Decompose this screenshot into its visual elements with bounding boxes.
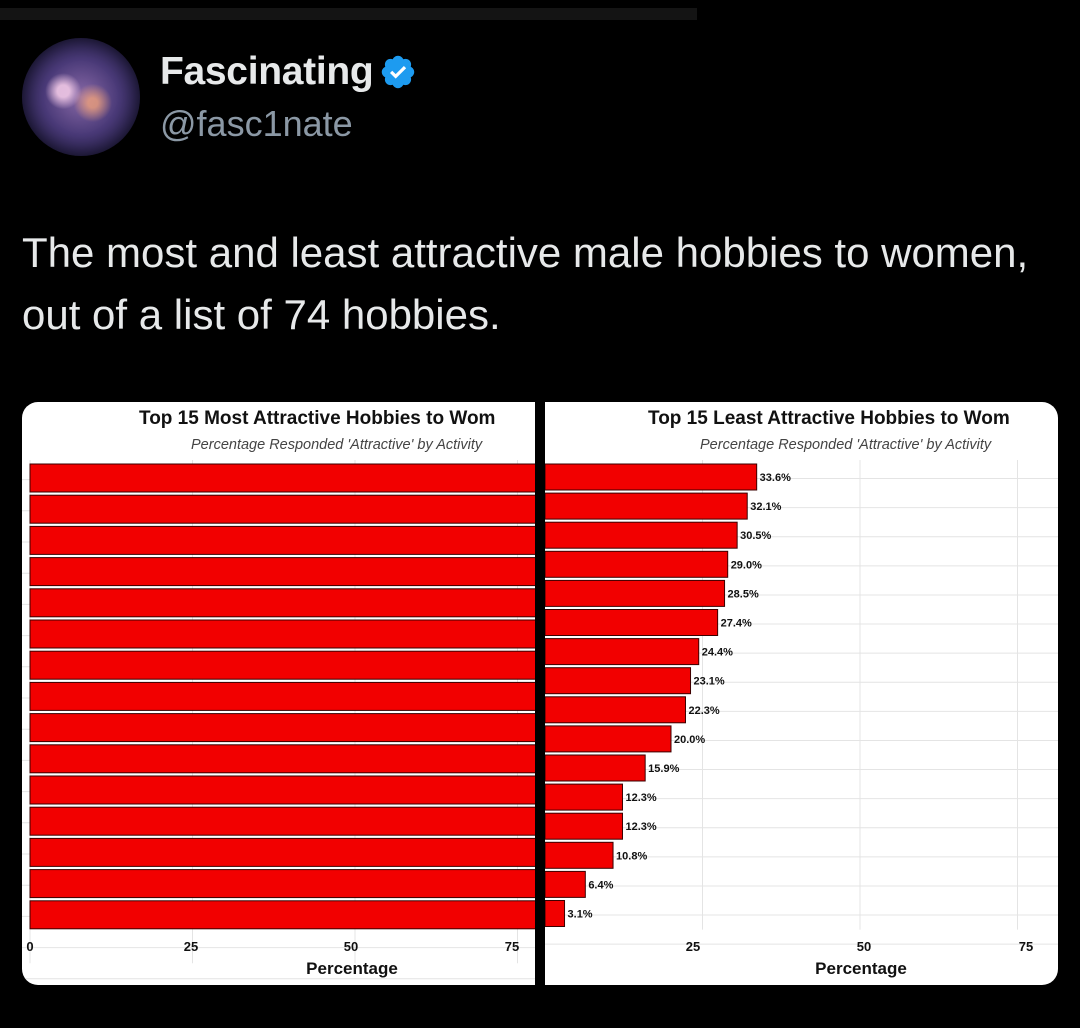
right-tick-label: 25 [686, 939, 700, 954]
right-data-label: 28.5% [728, 588, 759, 600]
author-handle[interactable]: @fasc1nate [160, 103, 353, 144]
left-chart-title: Top 15 Most Attractive Hobbies to Wom [139, 408, 495, 429]
right-bar [545, 870, 586, 898]
left-axis-label: Percentage [306, 959, 398, 978]
charts-svg: Top 15 Most Attractive Hobbies to Wom Per… [22, 402, 1058, 985]
right-data-label: 32.1% [750, 501, 781, 513]
left-bar [29, 837, 535, 867]
left-bar [29, 588, 535, 618]
left-chart: Top 15 Most Attractive Hobbies to Wom Per… [22, 408, 535, 980]
right-tick-label: 50 [857, 939, 871, 954]
top-divider [0, 8, 697, 20]
right-bar [545, 579, 726, 607]
right-data-label: 30.5% [740, 530, 771, 542]
right-chart: Top 15 Least Attractive Hobbies to Wom Pe… [545, 408, 1058, 978]
left-bar [29, 463, 535, 493]
right-bar [545, 754, 646, 782]
right-bar [545, 783, 623, 811]
left-bar [29, 525, 535, 555]
left-chart-subtitle: Percentage Responded 'Attractive' by Act… [191, 437, 483, 453]
left-tick-label: 25 [184, 939, 198, 954]
right-data-label: 29.0% [731, 559, 762, 571]
left-bar [29, 557, 535, 587]
author-name-row[interactable]: Fascinating [160, 50, 417, 94]
left-bar [29, 650, 535, 680]
left-tick-label: 50 [344, 939, 358, 954]
left-bar [29, 494, 535, 524]
right-data-label: 24.4% [702, 647, 733, 659]
right-bar [545, 609, 719, 636]
right-tick-label: 75 [1019, 939, 1033, 954]
right-data-label: 22.3% [688, 705, 719, 717]
right-bar [545, 812, 623, 840]
right-data-label: 27.4% [721, 618, 752, 630]
tweet-text: The most and least attractive male hobbi… [22, 229, 1029, 338]
verified-badge-icon [382, 55, 415, 89]
right-axis-label: Percentage [815, 959, 907, 978]
right-bar [545, 667, 692, 695]
right-bar [545, 900, 566, 927]
left-bar [29, 869, 535, 899]
right-bar [545, 638, 700, 666]
right-bar [545, 725, 672, 753]
right-bar [545, 696, 686, 724]
author-name[interactable]: Fascinating [160, 50, 374, 93]
right-data-label: 10.8% [616, 850, 647, 862]
panel-separator [535, 402, 545, 985]
right-data-label: 3.1% [568, 909, 593, 921]
right-bar [545, 521, 738, 549]
right-bar [545, 841, 614, 869]
left-bar [29, 713, 535, 743]
right-data-label: 20.0% [674, 734, 705, 746]
left-tick-label: 0 [26, 939, 33, 954]
left-bar [29, 900, 535, 930]
right-data-label: 15.9% [648, 763, 679, 775]
right-chart-subtitle: Percentage Responded 'Attractive' by Act… [700, 437, 992, 453]
right-data-label: 23.1% [694, 676, 725, 688]
right-bar [545, 463, 758, 491]
left-bar [29, 744, 535, 774]
left-bar [29, 619, 535, 649]
left-bar [29, 775, 535, 805]
chart-image[interactable]: Top 15 Most Attractive Hobbies to Wom Per… [22, 402, 1058, 985]
left-bar [29, 681, 535, 711]
right-bar [545, 550, 729, 578]
left-tick-label: 75 [505, 939, 519, 954]
avatar[interactable] [22, 38, 140, 156]
left-bar [29, 806, 535, 836]
right-data-label: 6.4% [588, 879, 613, 891]
right-data-label: 33.6% [760, 472, 791, 484]
right-data-label: 12.3% [625, 792, 656, 804]
right-data-label: 12.3% [625, 821, 656, 833]
right-chart-title: Top 15 Least Attractive Hobbies to Wom [648, 408, 1010, 429]
right-bar [545, 492, 748, 520]
